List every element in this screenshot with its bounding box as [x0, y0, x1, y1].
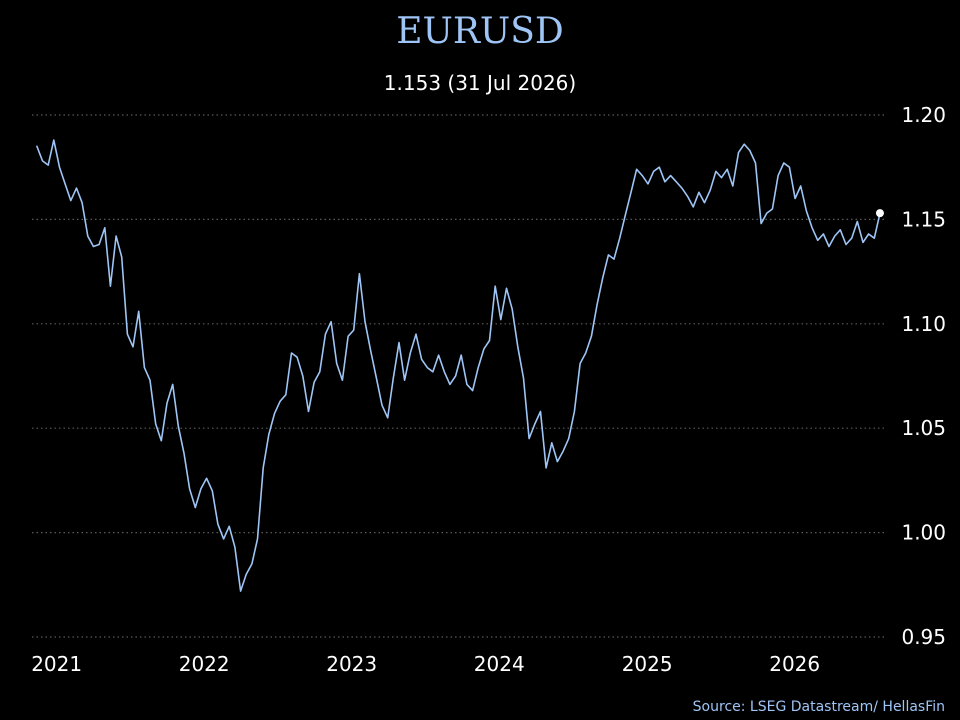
- y-tick-label: 1.15: [901, 207, 946, 231]
- y-tick-label: 1.05: [901, 416, 946, 440]
- last-point-marker: [875, 209, 884, 218]
- y-tick-label: 1.10: [901, 312, 946, 336]
- x-tick-label: 2026: [769, 652, 820, 676]
- y-tick-label: 1.00: [901, 521, 946, 545]
- source-note: Source: LSEG Datastream/ HellasFin: [693, 699, 945, 715]
- y-axis-tick-labels: 1.20 1.15 1.10 1.05 1.00 0.95: [901, 103, 946, 649]
- y-tick-label: 0.95: [901, 625, 946, 649]
- y-tick-label: 1.20: [901, 103, 946, 127]
- x-tick-label: 2023: [326, 652, 377, 676]
- x-axis-tick-labels: 2021 2022 2023 2024 2025 2026: [31, 652, 820, 676]
- x-tick-label: 2022: [179, 652, 230, 676]
- x-tick-label: 2025: [622, 652, 673, 676]
- x-tick-label: 2024: [474, 652, 525, 676]
- chart-title: EURUSD: [396, 11, 564, 52]
- series-line-0: [36, 139, 881, 592]
- x-tick-label: 2021: [31, 652, 82, 676]
- series-group: [36, 139, 884, 592]
- chart-subtitle: 1.153 (31 Jul 2026): [384, 71, 576, 95]
